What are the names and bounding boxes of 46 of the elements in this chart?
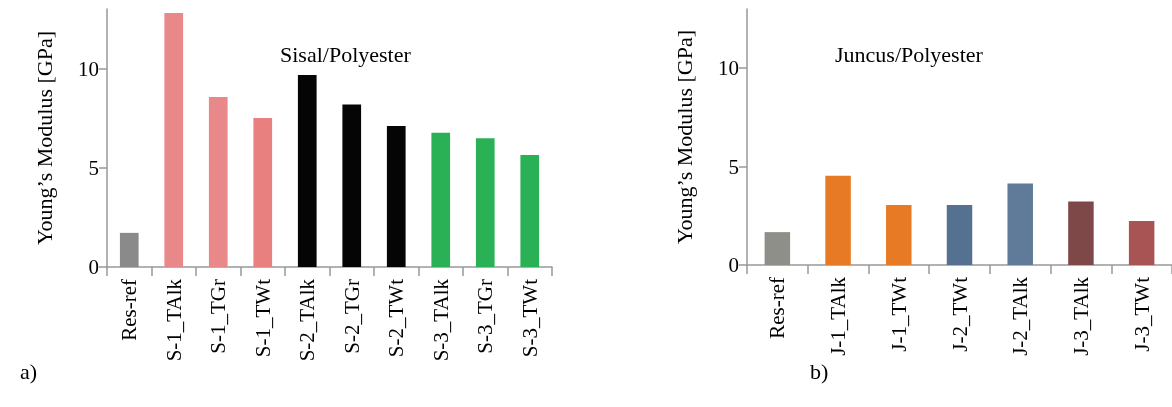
bar (1068, 201, 1094, 265)
x-tick-label: S-1_TGr (206, 279, 231, 354)
x-tick-label: J-1_TAlk (826, 276, 851, 356)
bar (119, 232, 139, 267)
y-axis-title: Young’s Modulus [GPa] (671, 29, 697, 245)
x-tick-label: S-3_TAlk (428, 278, 453, 362)
y-tick-label: 10 (78, 56, 99, 81)
bar (1007, 183, 1033, 265)
x-tick-label: J-3_TAlk (1068, 276, 1093, 356)
y-tick-label: 5 (728, 154, 739, 179)
text: Juncus/Polyester (835, 41, 984, 67)
bar (253, 117, 273, 267)
bar (475, 138, 495, 267)
bar (946, 204, 973, 265)
bar (431, 132, 451, 267)
y-tick-label: 5 (88, 155, 99, 180)
x-tick-label: J-3_TWt (1129, 276, 1154, 352)
bar (886, 204, 912, 265)
bar (825, 175, 851, 265)
x-tick-label: J-2_TAlk (1008, 276, 1033, 356)
bar (297, 74, 317, 267)
x-tick-label: S-3_TWt (517, 278, 542, 358)
y-tick-label: 0 (88, 255, 99, 279)
text: a) (20, 358, 38, 384)
text: b) (810, 358, 829, 384)
x-tick-label: S-2_TWt (384, 278, 409, 358)
x-tick-label: S-2_TGr (339, 279, 364, 354)
text: Sisal/Polyester (280, 41, 412, 67)
bar (164, 12, 184, 267)
x-tick-label: J-2_TWt (947, 276, 972, 352)
bar (342, 104, 362, 267)
bar (386, 126, 406, 267)
bar (764, 232, 791, 265)
x-tick-label: Res-ref (117, 279, 142, 341)
x-tick-label: Res-ref (765, 277, 790, 339)
y-tick-label: 10 (718, 56, 739, 81)
x-tick-label: J-1_TWt (886, 276, 911, 352)
x-tick-label: S-3_TGr (473, 279, 498, 354)
x-tick-label: S-2_TAlk (295, 278, 320, 362)
x-tick-label: S-1_TWt (250, 278, 275, 358)
y-axis-title: Young’s Modulus [GPa] (31, 30, 57, 246)
y-tick-label: 0 (728, 253, 739, 277)
bar (208, 97, 228, 267)
bar (1128, 221, 1155, 265)
bar (520, 155, 540, 267)
x-tick-label: S-1_TAlk (161, 278, 186, 362)
